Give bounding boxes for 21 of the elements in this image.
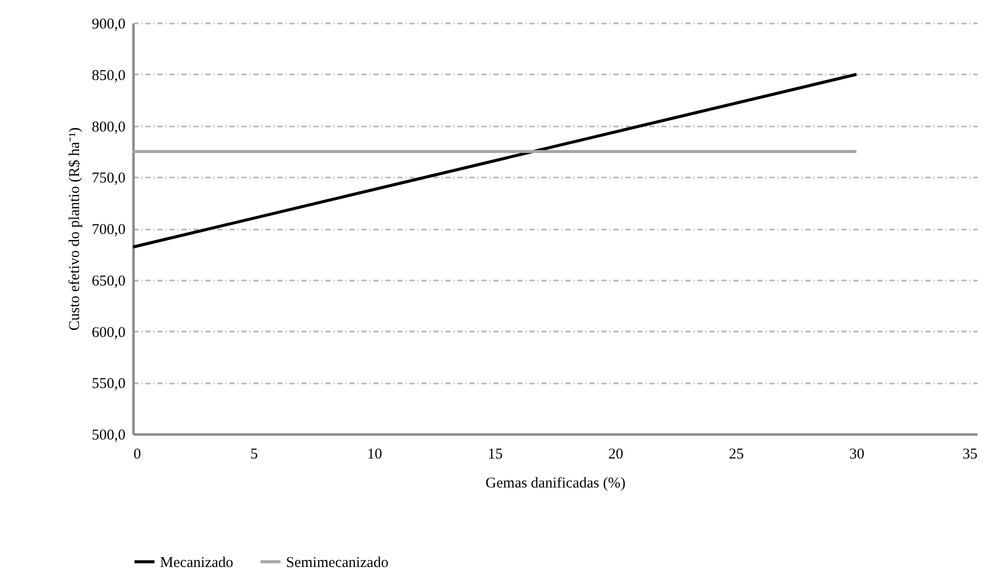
x-tick-label: 25 — [728, 446, 744, 462]
x-tick-label: 10 — [367, 446, 382, 462]
y-tick-label: 550,0 — [92, 376, 126, 392]
x-tick-label: 20 — [608, 446, 624, 462]
y-axis-title: Custo efetivo do plantio (R$ ha⁻¹) — [66, 127, 83, 331]
y-tick-label: 750,0 — [92, 170, 126, 187]
x-tick-label: 30 — [849, 446, 864, 462]
y-tick-label: 650,0 — [92, 273, 126, 290]
y-tick-label: 500,0 — [92, 428, 126, 444]
x-tick-label: 0 — [134, 446, 141, 462]
y-tick-label: 900,0 — [92, 16, 126, 32]
x-axis-title: Gemas danificadas (%) — [486, 476, 626, 492]
y-tick-label: 850,0 — [92, 68, 126, 84]
x-tick-label: 5 — [250, 446, 258, 462]
y-tick-label: 700,0 — [92, 222, 126, 238]
y-tick-label: 600,0 — [92, 324, 126, 341]
legend-label: Semimecanizado — [286, 554, 388, 571]
y-tick-label: 800,0 — [92, 119, 126, 136]
legend-label: Mecanizado — [160, 554, 234, 571]
x-tick-label: 35 — [962, 446, 978, 462]
x-tick-label: 15 — [488, 446, 503, 462]
